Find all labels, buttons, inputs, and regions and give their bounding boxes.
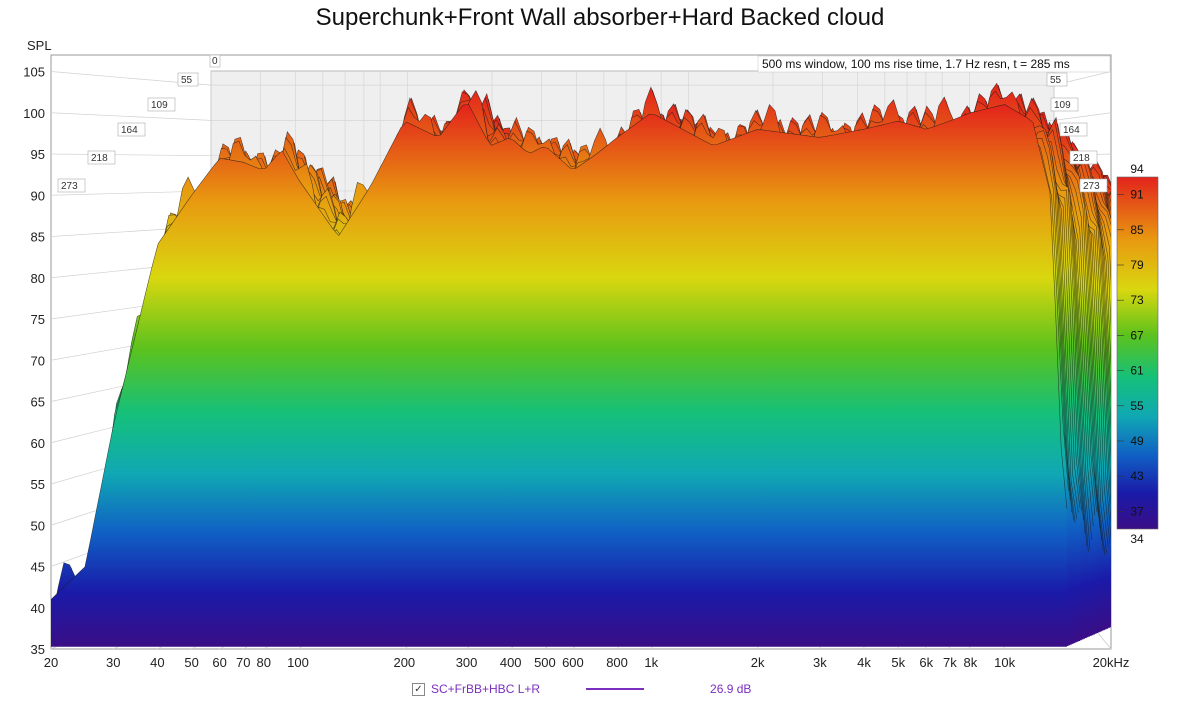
x-tick-label: 3k [813, 655, 827, 670]
time-tick-box-left [147, 97, 176, 112]
info-text: 500 ms window, 100 ms rise time, 1.7 Hz … [762, 57, 1070, 71]
y-axis-label: SPL [27, 38, 52, 53]
colorbar-label: 55 [1130, 399, 1144, 413]
x-tick-label: 100 [287, 655, 309, 670]
colorbar-label: 85 [1130, 223, 1144, 237]
time-tick-box-right [1050, 97, 1079, 112]
time-tick-box-right [1079, 178, 1108, 193]
y-tick-label: 55 [31, 477, 45, 492]
y-tick-label: 70 [31, 353, 45, 368]
y-tick-label: 90 [31, 188, 45, 203]
x-tick-label: 5k [891, 655, 905, 670]
time-tick-left: 164 [121, 125, 138, 136]
x-tick-label: 10k [994, 655, 1015, 670]
time-tick-box-right [1059, 122, 1088, 137]
x-tick-label: 500 [534, 655, 556, 670]
x-tick-label: 80 [256, 655, 270, 670]
colorbar-label: 73 [1130, 293, 1144, 307]
x-tick-label: 2k [751, 655, 765, 670]
time-tick-right: 218 [1073, 153, 1090, 164]
x-tick-label: 7k [943, 655, 957, 670]
y-tick-label: 95 [31, 147, 45, 162]
time-tick-box-right [1069, 150, 1098, 165]
waterfall-surface [51, 82, 1111, 647]
axes: 20 30 40 50 60 70 80 100 200 300 400 500 600 800 1k 2k 3… [23, 65, 1129, 671]
x-tick-label: 1k [644, 655, 658, 670]
colorbar [1116, 176, 1159, 530]
time-zero-label: 0 [212, 56, 218, 67]
time-tick-right: 273 [1083, 181, 1100, 192]
y-tick-label: 100 [23, 106, 45, 121]
x-tick-label: 20kHz [1093, 655, 1130, 670]
legend-series-swatch [586, 688, 645, 690]
time-zero-box [209, 54, 221, 68]
time-tick-left: 218 [91, 153, 108, 164]
x-tick-label: 50 [184, 655, 198, 670]
y-tick-label: 45 [31, 560, 45, 575]
y-tick-label: 85 [31, 230, 45, 245]
colorbar-label: 34 [1130, 532, 1144, 546]
y-tick-label: 60 [31, 436, 45, 451]
y-grid-side-right [1053, 112, 1112, 121]
colorbar-label: 61 [1130, 364, 1144, 378]
time-tick-left: 109 [151, 100, 168, 111]
x-tick-label: 30 [106, 655, 120, 670]
y-tick-label: 105 [23, 65, 45, 80]
y-tick-label: 65 [31, 395, 45, 410]
x-tick-label: 4k [857, 655, 871, 670]
y-tick-label: 40 [31, 601, 45, 616]
y-tick-label: 50 [31, 518, 45, 533]
y-tick-label: 35 [31, 642, 45, 657]
x-tick-label: 70 [236, 655, 250, 670]
legend-series-value: 26.9 dB [710, 682, 752, 696]
legend-series-label: SC+FrBB+HBC L+R [431, 682, 541, 696]
x-tick-label: 600 [562, 655, 584, 670]
colorbar-label: 43 [1130, 469, 1144, 483]
x-tick-label: 300 [456, 655, 478, 670]
series-visibility-checkbox[interactable]: ✓ [412, 682, 425, 696]
time-tick-right: 164 [1063, 125, 1080, 136]
x-tick-label: 40 [150, 655, 164, 670]
time-tick-box-left [57, 178, 86, 193]
time-tick-left: 55 [181, 75, 193, 86]
colorbar-label: 79 [1130, 258, 1144, 272]
waterfall-slice [51, 104, 1067, 647]
colorbar-label: 67 [1130, 328, 1144, 342]
x-tick-label: 800 [606, 655, 628, 670]
x-tick-label: 400 [500, 655, 522, 670]
colorbar-label: 91 [1130, 188, 1144, 202]
x-tick-label: 8k [964, 655, 978, 670]
colorbar-label: 37 [1130, 504, 1144, 518]
y-grid-side [50, 112, 212, 121]
time-tick-box-right [1046, 72, 1068, 87]
time-tick-box-left [177, 72, 199, 87]
time-tick-right: 109 [1054, 100, 1071, 111]
y-tick-label: 80 [31, 271, 45, 286]
colorbar-label: 49 [1130, 434, 1144, 448]
colorbar-labels: 94 91 85 79 73 67 61 55 49 43 37 34 [1117, 162, 1144, 546]
x-tick-label: 20 [44, 655, 58, 670]
time-tick-left: 273 [61, 181, 78, 192]
x-tick-label: 60 [212, 655, 226, 670]
y-grid-side [50, 153, 212, 157]
x-tick-label: 6k [919, 655, 933, 670]
colorbar-label: 94 [1130, 162, 1144, 176]
time-tick-box-left [87, 150, 116, 165]
x-tick-label: 200 [393, 655, 415, 670]
time-tick-right: 55 [1050, 75, 1062, 86]
chart-title: Superchunk+Front Wall absorber+Hard Back… [315, 4, 885, 31]
time-tick-box-left [117, 122, 146, 137]
y-tick-label: 75 [31, 312, 45, 327]
info-box [757, 55, 1111, 73]
legend: ✓ SC+FrBB+HBC L+R 26.9 dB [412, 680, 751, 698]
waterfall-slice-edge [51, 104, 1068, 600]
